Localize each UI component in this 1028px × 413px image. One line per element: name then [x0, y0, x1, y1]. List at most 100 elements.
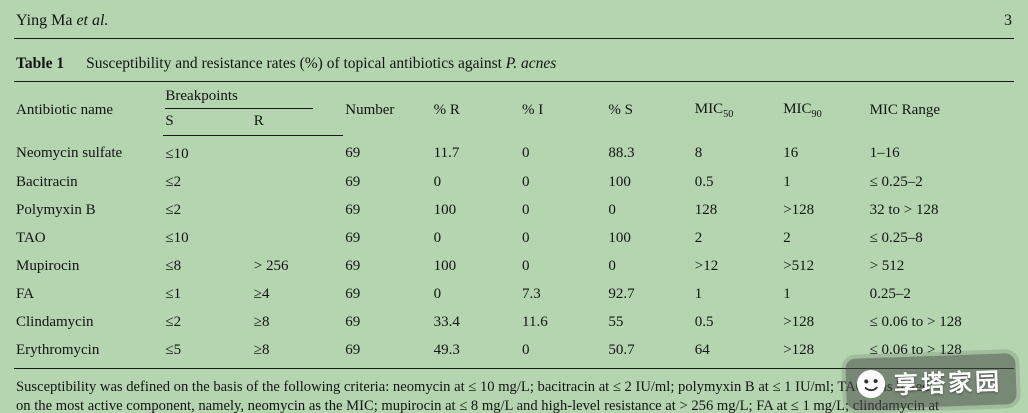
table-cell: 100: [433, 257, 457, 274]
col-header-pct-s: % S: [606, 81, 693, 136]
table-cell: >128: [783, 313, 815, 330]
table-cell: 92.7: [608, 285, 635, 302]
table-cell: 100: [433, 201, 457, 218]
table-cell: 69: [345, 173, 361, 190]
mic50-base: MIC: [694, 101, 724, 118]
table-cell: 64: [692, 336, 782, 369]
table-row: Bacitracin ≤2 69 0 0 100 0.5 1 ≤ 0.25–2: [14, 168, 1014, 196]
table-cell: ≤2: [165, 173, 182, 190]
table-cell: 1–16: [869, 145, 900, 162]
mic90-base: MIC: [783, 101, 812, 118]
table-cell: 0: [608, 257, 616, 274]
table-cell: 0: [522, 201, 530, 218]
table-cell: 1: [783, 173, 791, 190]
table-cell: > 512: [869, 257, 905, 274]
col-header-pct-r: % R: [431, 81, 521, 136]
table-cell: 69: [345, 201, 361, 218]
table-row: Clindamycin ≤2 ≥8 69 33.4 11.6 55 0.5 >128 ≤ 0.06…: [14, 308, 1014, 336]
table-row: Neomycin sulfate ≤10 69 11.7 0 88.3 8 16 1–16: [14, 136, 1014, 169]
table-cell: ≤5: [163, 336, 252, 369]
header-rule: [14, 38, 1014, 39]
table-cell: >12: [694, 257, 719, 274]
table-cell: Neomycin sulfate: [16, 145, 123, 162]
table-cell: 7.3: [522, 285, 541, 302]
table-cell: 11.7: [433, 145, 460, 162]
table-cell: Polymyxin B: [16, 201, 96, 218]
table-cell: 1: [783, 285, 791, 302]
table-cell: ≤10: [165, 229, 189, 246]
running-head: Ying Ma et al. 3: [14, 10, 1014, 30]
table-body: Neomycin sulfate ≤10 69 11.7 0 88.3 8 16 1–16 Ba…: [14, 136, 1014, 369]
table-cell: 0: [522, 229, 530, 246]
susceptibility-table: Antibiotic name Breakpoints Number % R %…: [14, 81, 1014, 369]
table-row: Polymyxin B ≤2 69 100 0 0 128 >128 32 to > 128: [14, 196, 1014, 224]
table-cell: 88.3: [608, 145, 635, 162]
table-cell: Bacitracin: [16, 173, 78, 190]
table-caption-species: P. acnes: [505, 55, 557, 72]
table-cell: 0: [522, 145, 530, 162]
table-cell: [252, 136, 343, 169]
page-number: 3: [1004, 12, 1012, 29]
table-cell: 0: [433, 229, 442, 246]
table-cell: ≥8: [253, 313, 270, 330]
table-cell: Mupirocin: [16, 257, 80, 274]
table-cell: 0: [522, 173, 530, 190]
table-cell: 0.25–2: [869, 285, 911, 302]
table-cell: 49.3: [431, 336, 521, 369]
table-cell: ≤2: [165, 313, 182, 330]
col-header-breakpoints: Breakpoints: [163, 81, 344, 111]
col-header-s: S: [163, 111, 252, 136]
table-row: Mupirocin ≤8 > 256 69 100 0 0 >12 >512 > 512: [14, 252, 1014, 280]
table-cell: 0: [608, 201, 616, 218]
footnote-line: Susceptibility was defined on the basis …: [16, 379, 930, 395]
running-head-authors: Ying Ma et al.: [16, 12, 108, 30]
table-caption: Table 1 Susceptibility and resistance rat…: [14, 55, 1014, 73]
table-cell: 55: [608, 313, 624, 330]
watermark-text: 享塔家园: [893, 367, 1003, 400]
table-cell: 33.4: [433, 313, 460, 330]
header-row-2: S R: [14, 111, 1014, 136]
table-cell: 0: [522, 257, 530, 274]
table-cell: 11.6: [522, 313, 548, 330]
mic50-sub: 50: [723, 109, 734, 121]
table-cell: 69: [343, 336, 432, 369]
table-cell: ≤1: [165, 285, 182, 302]
header-row-1: Antibiotic name Breakpoints Number % R %…: [14, 81, 1014, 136]
table-cell: 1: [694, 285, 703, 302]
table-cell: 100: [608, 229, 631, 246]
table-cell: 0.5: [694, 173, 714, 190]
breakpoints-label: Breakpoints: [165, 88, 314, 109]
watermark-face-icon: [856, 369, 886, 398]
table-cell: 69: [345, 229, 361, 246]
col-header-number: Number: [343, 81, 432, 136]
footnote-line: on the most active component, namely, ne…: [16, 397, 940, 413]
table-cell: >128: [783, 201, 815, 218]
table-cell: ≤2: [165, 201, 182, 218]
col-header-pct-i: % I: [520, 81, 607, 136]
table-cell: Erythromycin: [14, 336, 164, 369]
table-cell: ≤ 0.06 to > 128: [869, 313, 962, 330]
table-cell: ≥8: [251, 336, 344, 369]
table-cell: 50.7: [606, 336, 693, 369]
etal-text: et al.: [76, 12, 109, 29]
col-header-mic90: MIC90: [781, 81, 868, 136]
table-cell: ≤10: [165, 145, 189, 162]
table-cell: ≤ 0.25–2: [869, 173, 923, 190]
mic90-sub: 90: [811, 109, 822, 121]
table-cell: 0: [433, 173, 442, 190]
table-footnote: Susceptibility was defined on the basis …: [14, 378, 1014, 413]
table-cell: 69: [345, 145, 361, 162]
table-cell: [252, 196, 343, 224]
table-cell: Clindamycin: [16, 313, 94, 330]
table-cell: 69: [345, 257, 361, 274]
col-header-mic-range: MIC Range: [867, 81, 1014, 136]
table-row: Erythromycin ≤5 ≥8 69 49.3 0 50.7 64 >128 ≤ 0.06 …: [14, 336, 1014, 369]
table-cell: 0: [433, 285, 442, 302]
table-cell: >512: [783, 257, 815, 274]
table-cell: 0: [520, 336, 607, 369]
table-cell: ≤ 0.25–8: [869, 229, 923, 246]
author-name: Ying Ma: [16, 12, 77, 29]
table-caption-label: Table 1: [16, 55, 65, 72]
table-cell: 69: [345, 285, 361, 302]
